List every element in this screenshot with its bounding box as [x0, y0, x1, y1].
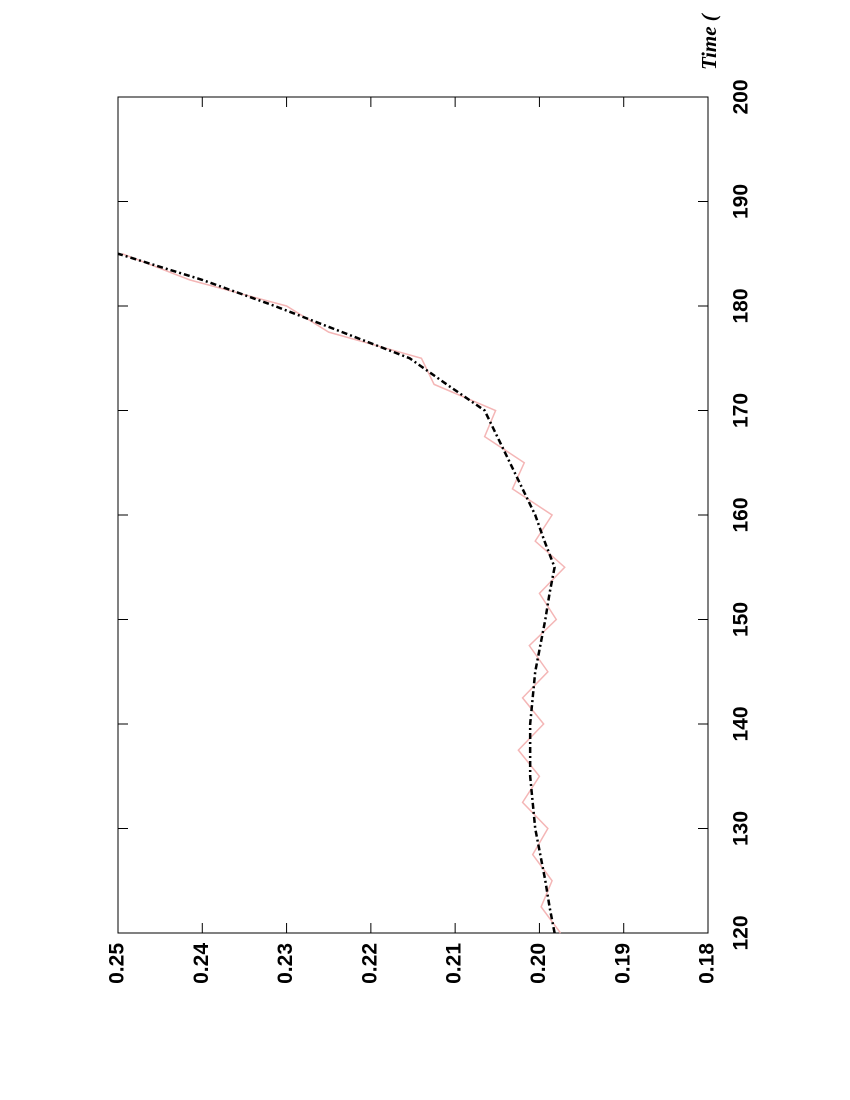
y-tick-label: 0.21 — [443, 943, 466, 984]
y-tick-label: 0.24 — [190, 943, 213, 984]
y-tick-label: 0.22 — [358, 943, 381, 984]
x-tick-label: 150 — [730, 602, 753, 637]
plot-frame — [117, 96, 709, 934]
x-tick-label: 160 — [730, 497, 753, 532]
x-tick-label: 140 — [730, 706, 753, 741]
y-tick-label: 0.18 — [696, 943, 719, 984]
x-tick-label: 200 — [730, 79, 753, 114]
y-tick-label: 0.19 — [611, 943, 634, 984]
x-tick-label: 120 — [730, 915, 753, 950]
x-axis-label: Time ( — [697, 12, 721, 70]
smoothed-line — [117, 252, 556, 934]
y-tick-label: 0.20 — [527, 943, 550, 984]
y-tick-label: 0.25 — [106, 943, 129, 984]
noisy-line — [121, 253, 566, 934]
x-tick-label: 130 — [730, 811, 753, 846]
x-tick-label: 190 — [730, 184, 753, 219]
x-tick-label: 180 — [730, 288, 753, 323]
x-tick-label: 170 — [730, 393, 753, 428]
y-tick-label: 0.23 — [274, 943, 297, 984]
